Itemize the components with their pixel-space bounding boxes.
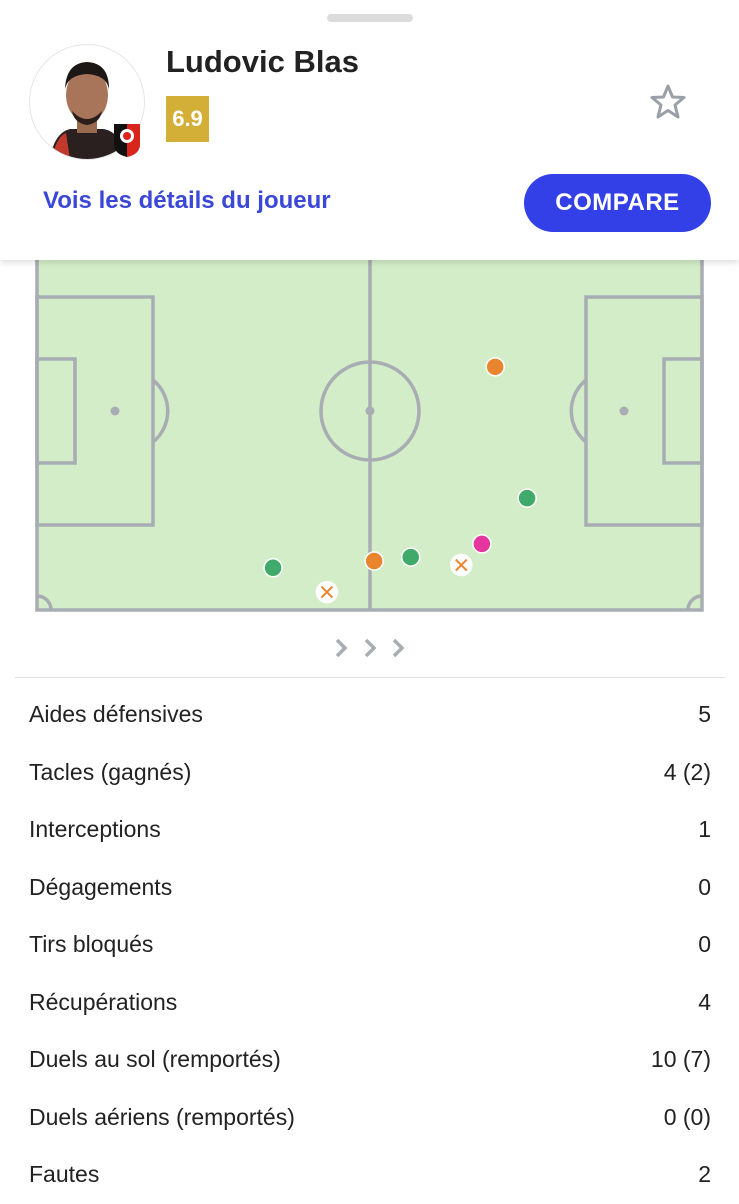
action-marker-cross [450,553,473,577]
compare-button[interactable]: COMPARE [524,174,711,232]
action-marker-orange [485,357,505,377]
stat-row: Aides défensives 5 [29,686,711,744]
divider [15,677,725,678]
action-marker-green [263,558,283,578]
stat-row: Duels aériens (remportés) 0 (0) [29,1089,711,1147]
stat-value: 2 [698,1161,711,1188]
stat-value: 0 (0) [663,1103,711,1130]
attack-direction-arrows [335,638,405,658]
action-marker-green [517,488,537,508]
action-marker-orange [364,551,384,571]
player-name: Ludovic Blas [166,44,359,79]
stat-row: Duels au sol (remportés) 10 (7) [29,1031,711,1089]
stat-row: Interceptions 1 [29,801,711,859]
stat-value: 10 (7) [650,1046,711,1073]
stat-row: Récupérations 4 [29,974,711,1032]
drag-handle[interactable] [327,14,413,22]
defensive-actions-pitch [35,210,704,612]
player-details-link[interactable]: Vois les détails du joueur [43,187,331,214]
stat-value: 4 (2) [663,758,711,785]
stat-label: Dégagements [29,873,173,900]
stat-label: Duels au sol (remportés) [29,1046,281,1073]
stat-value: 0 [698,873,711,900]
stat-value: 0 [698,931,711,958]
stat-label: Récupérations [29,988,178,1015]
stat-value: 5 [698,701,711,728]
rating-badge: 6.9 [166,96,209,142]
stat-label: Fautes [29,1161,100,1188]
cross-icon [455,558,468,572]
stat-label: Aides défensives [29,701,203,728]
action-marker-cross [315,580,339,604]
stat-label: Tacles (gagnés) [29,758,192,785]
stat-value: 4 [698,988,711,1015]
stat-row: Dégagements 0 [29,859,711,917]
action-marker-green [400,547,421,567]
player-header: Ludovic Blas 6.9 Vois les détails du jou… [0,0,739,260]
star-outline-icon[interactable] [648,82,688,122]
stat-value: 1 [698,816,711,843]
stat-label: Duels aériens (remportés) [29,1103,295,1130]
stat-row: Fautes 2 [29,1146,711,1204]
action-marker-pink [472,534,492,554]
stat-row: Tirs bloqués 0 [29,916,711,974]
stats-list: Aides défensives 5 Tacles (gagnés) 4 (2) Int… [29,686,711,1204]
cross-icon [320,585,334,599]
stat-row: Tacles (gagnés) 4 (2) [29,744,711,802]
player-avatar [29,44,145,160]
stat-label: Tirs bloqués [29,931,154,958]
club-badge [114,124,140,157]
stat-label: Interceptions [29,816,161,843]
